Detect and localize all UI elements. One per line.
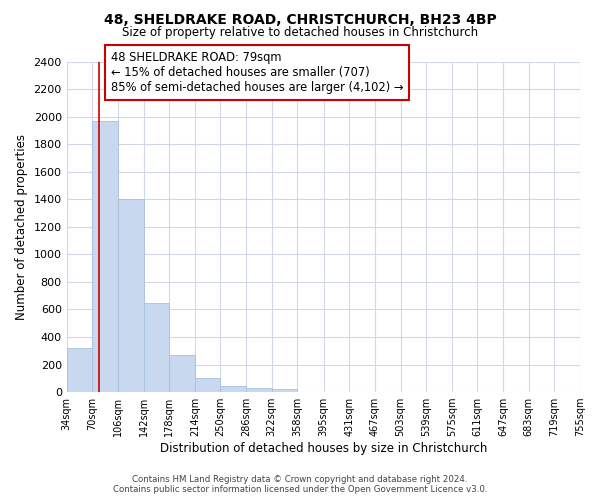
Bar [143, 302, 169, 392]
Bar [195, 378, 220, 392]
Bar [92, 120, 118, 392]
Bar [220, 386, 246, 392]
Text: Contains HM Land Registry data © Crown copyright and database right 2024.
Contai: Contains HM Land Registry data © Crown c… [113, 474, 487, 494]
Bar [118, 199, 143, 392]
Bar [246, 388, 272, 392]
Text: Size of property relative to detached houses in Christchurch: Size of property relative to detached ho… [122, 26, 478, 39]
Y-axis label: Number of detached properties: Number of detached properties [15, 134, 28, 320]
X-axis label: Distribution of detached houses by size in Christchurch: Distribution of detached houses by size … [160, 442, 487, 455]
Text: 48 SHELDRAKE ROAD: 79sqm
← 15% of detached houses are smaller (707)
85% of semi-: 48 SHELDRAKE ROAD: 79sqm ← 15% of detach… [111, 51, 403, 94]
Bar [272, 390, 298, 392]
Text: 48, SHELDRAKE ROAD, CHRISTCHURCH, BH23 4BP: 48, SHELDRAKE ROAD, CHRISTCHURCH, BH23 4… [104, 12, 496, 26]
Bar [67, 348, 92, 392]
Bar [169, 355, 195, 392]
